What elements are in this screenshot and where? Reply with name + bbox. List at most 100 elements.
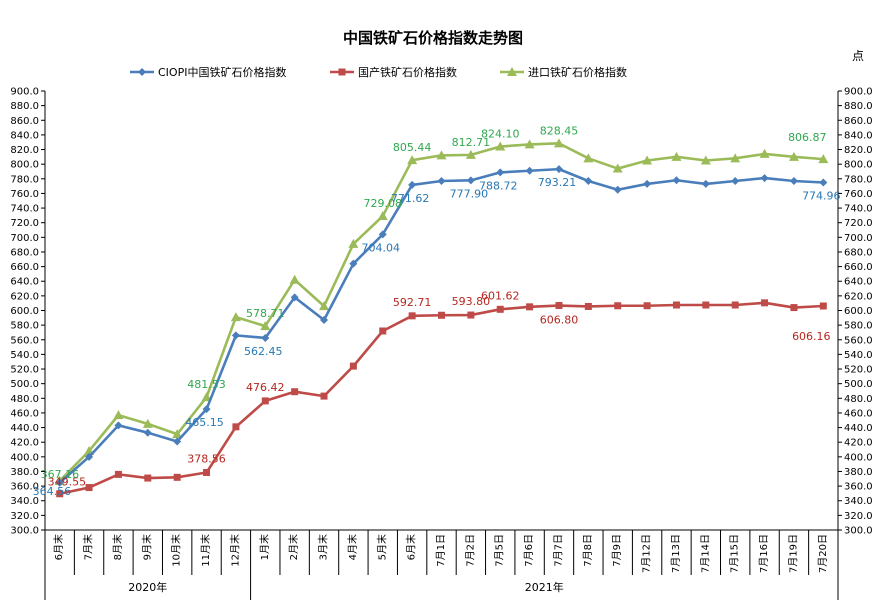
- y-tick-label-right: 800.0: [844, 160, 873, 171]
- series-point: [173, 437, 182, 446]
- series-point: [759, 148, 770, 158]
- y-tick-label-right: 440.0: [844, 423, 873, 434]
- y-tick-label-left: 380.0: [10, 467, 39, 478]
- y-tick-label-right: 740.0: [844, 204, 873, 215]
- series-point: [643, 302, 651, 310]
- x-tick-label: 10月末: [170, 534, 183, 567]
- data-label: 364.56: [33, 485, 71, 498]
- series-point: [760, 174, 769, 183]
- series-point: [496, 168, 505, 177]
- data-label: 805.44: [393, 141, 432, 154]
- y-tick-label-left: 460.0: [10, 408, 39, 419]
- series-point: [496, 305, 504, 313]
- x-tick-label: 1月末: [258, 534, 271, 560]
- series-point: [142, 418, 153, 428]
- y-tick-label-right: 480.0: [844, 394, 873, 405]
- series-point: [730, 153, 741, 163]
- y-tick-label-left: 600.0: [10, 306, 39, 317]
- y-tick-label-left: 500.0: [10, 379, 39, 390]
- series-point: [818, 154, 829, 164]
- y-tick-label-right: 460.0: [844, 408, 873, 419]
- series-point: [320, 392, 328, 400]
- legend-item-2: 进口铁矿石价格指数: [500, 65, 627, 79]
- y-tick-label-right: 680.0: [844, 247, 873, 258]
- x-tick-label: 9月末: [140, 534, 153, 560]
- series-point: [349, 362, 357, 370]
- y-tick-label-right: 900.0: [844, 87, 873, 98]
- y-tick-label-right: 540.0: [844, 350, 873, 361]
- y-tick-label-right: 700.0: [844, 233, 873, 244]
- series-layer: [54, 138, 829, 498]
- data-label: 592.71: [393, 296, 432, 309]
- y-tick-label-right: 640.0: [844, 277, 873, 288]
- data-label: 729.08: [364, 197, 403, 210]
- x-tick-label: 12月末: [228, 534, 241, 567]
- series-point: [437, 176, 446, 185]
- x-tick-label: 7月2日: [464, 534, 476, 567]
- y-tick-label-left: 420.0: [10, 438, 39, 449]
- legend: CIOPI中国铁矿石价格指数 国产铁矿石价格指数 进口铁矿石价格指数: [130, 65, 627, 79]
- y-tick-label-left: 860.0: [10, 116, 39, 127]
- x-tick-label: 7月9日: [611, 534, 623, 567]
- x-tick-label: 4月末: [346, 534, 359, 560]
- series-point: [55, 478, 64, 487]
- series-point: [231, 331, 240, 340]
- series-point: [789, 176, 798, 185]
- series-point: [819, 178, 828, 187]
- y-tick-label-right: 300.0: [844, 526, 873, 537]
- data-labels-layer: 364.56 465.15 562.45 704.04 771.62 777.90788.…: [33, 124, 841, 497]
- legend-item-0: CIOPI中国铁矿石价格指数: [130, 65, 286, 79]
- series-point: [260, 321, 271, 331]
- x-tick-label: 7月7日: [552, 534, 564, 567]
- x-group-label: 2021年: [525, 580, 564, 594]
- y-tick-label-right: 380.0: [844, 467, 873, 478]
- y-tick-label-left: 300.0: [10, 526, 39, 537]
- series-point: [700, 155, 711, 165]
- series-point: [85, 484, 93, 492]
- series-point: [584, 302, 592, 310]
- series-point: [173, 473, 181, 481]
- data-label: 828.45: [540, 124, 579, 137]
- series-point: [436, 150, 447, 160]
- y-tick-label-right: 660.0: [844, 262, 873, 273]
- series-point: [290, 293, 299, 302]
- data-label: 777.90: [450, 187, 489, 200]
- series-point: [407, 155, 418, 165]
- y-tick-label-right: 520.0: [844, 365, 873, 376]
- data-label: 578.71: [246, 307, 285, 320]
- y-tick-label-right: 860.0: [844, 116, 873, 127]
- y-tick-label-right: 620.0: [844, 291, 873, 302]
- series-point: [379, 327, 387, 335]
- data-label: 771.62: [391, 192, 430, 205]
- data-label: 793.21: [538, 176, 577, 189]
- series-point: [612, 163, 623, 173]
- series-point: [524, 139, 535, 149]
- x-tick-label: 7月20日: [817, 534, 829, 573]
- y-tick-label-left: 620.0: [10, 291, 39, 302]
- x-tick-label: 6月末: [52, 534, 65, 560]
- data-label: 476.42: [246, 381, 285, 394]
- unit-label: 点: [852, 49, 864, 63]
- series-point: [643, 179, 652, 188]
- series-point: [553, 138, 564, 148]
- series-point: [144, 474, 152, 482]
- y-tick-label-right: 820.0: [844, 145, 873, 156]
- y-tick-label-left: 360.0: [10, 482, 39, 493]
- y-tick-label-left: 580.0: [10, 321, 39, 332]
- series-point: [408, 312, 416, 320]
- y-tick-label-right: 420.0: [844, 438, 873, 449]
- series-point: [319, 301, 330, 311]
- y-tick-label-left: 680.0: [10, 247, 39, 258]
- series-point: [232, 423, 240, 431]
- series-point: [377, 211, 388, 221]
- series-point: [554, 165, 563, 174]
- x-tick-label: 7月5日: [494, 534, 506, 567]
- series-point: [555, 302, 563, 310]
- y-tick-label-right: 340.0: [844, 496, 873, 507]
- y-tick-label-right: 400.0: [844, 452, 873, 463]
- y-tick-label-left: 520.0: [10, 365, 39, 376]
- data-label: 824.10: [481, 128, 520, 141]
- data-label: 774.96: [802, 189, 841, 202]
- y-tick-label-right: 840.0: [844, 130, 873, 141]
